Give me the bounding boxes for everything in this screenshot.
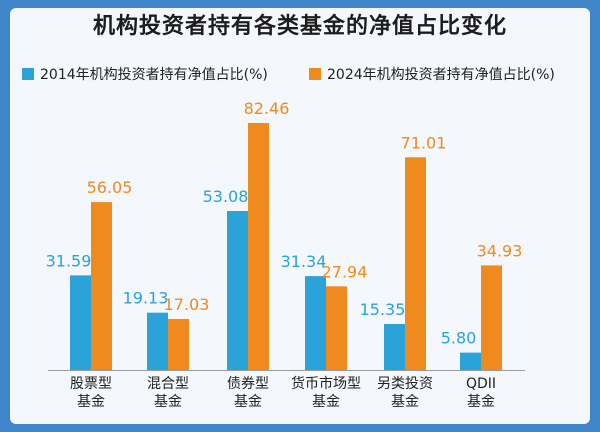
bar-2024-2 (248, 123, 269, 370)
data-label-2024-3: 27.94 (322, 262, 368, 281)
bar-2024-3 (326, 286, 347, 370)
data-label-2024-4: 71.01 (401, 133, 447, 152)
legend-item-2014: 2014年机构投资者持有净值占比(%) (22, 64, 268, 84)
category-label-1-line1: 混合型 (147, 376, 189, 392)
legend-label-2014: 2014年机构投资者持有净值占比(%) (40, 67, 268, 83)
category-label-1-line2: 基金 (154, 393, 182, 410)
data-label-2024-2: 82.46 (244, 99, 290, 118)
legend-item-2024: 2024年机构投资者持有净值占比(%) (309, 64, 555, 84)
legend-label-2024: 2024年机构投资者持有净值占比(%) (327, 67, 555, 83)
bar-2024-4 (405, 157, 426, 370)
category-label-3-line2: 基金 (312, 393, 340, 410)
bar-2014-1 (147, 312, 168, 370)
bar-2014-2 (227, 211, 248, 370)
category-label-2-line2: 基金 (234, 393, 262, 410)
data-label-2024-0: 56.05 (87, 178, 133, 197)
legend-swatch-2014 (22, 68, 34, 80)
category-label-3-line1: 货币市场型 (291, 375, 361, 392)
data-label-2014-2: 53.08 (203, 187, 249, 206)
category-label-4-line1: 另类投资 (377, 376, 433, 392)
bar-2014-3 (305, 276, 326, 370)
category-label-2-line1: 债券型 (227, 376, 269, 392)
chart-legend: 2014年机构投资者持有净值占比(%) 2024年机构投资者持有净值占比(%) (22, 64, 592, 84)
category-label-5-line1: QDII (466, 376, 496, 392)
category-label-5-line2: 基金 (467, 393, 495, 410)
bar-2024-0 (91, 202, 112, 370)
data-label-2014-0: 31.59 (46, 251, 92, 270)
data-label-2024-5: 34.93 (477, 241, 523, 260)
data-label-2024-1: 17.03 (164, 295, 210, 314)
legend-swatch-2024 (309, 68, 321, 80)
bar-2014-5 (460, 352, 481, 370)
category-label-0-line1: 股票型 (70, 376, 112, 392)
data-label-2014-1: 19.13 (123, 289, 169, 308)
bar-2024-1 (168, 318, 189, 370)
bar-2014-4 (384, 324, 405, 370)
bar-2014-0 (70, 275, 91, 370)
data-label-2014-5: 5.80 (441, 329, 477, 348)
category-label-0-line2: 基金 (77, 393, 105, 410)
chart-title: 机构投资者持有各类基金的净值占比变化 (92, 14, 507, 39)
data-label-2014-3: 31.34 (281, 252, 327, 271)
category-label-4-line2: 基金 (391, 393, 419, 410)
bar-2024-5 (481, 265, 502, 370)
data-label-2014-4: 15.35 (360, 300, 406, 319)
